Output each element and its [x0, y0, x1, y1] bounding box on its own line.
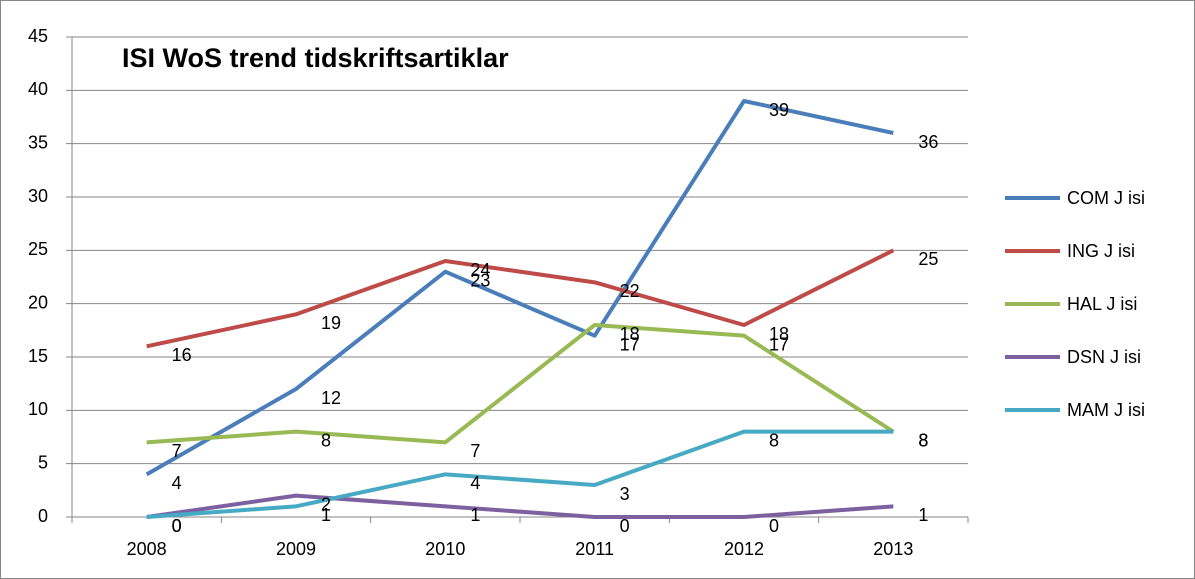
- data-label: 23: [470, 270, 490, 290]
- y-tick-label: 10: [28, 399, 48, 419]
- data-label: 7: [172, 441, 182, 461]
- y-tick-label: 15: [28, 346, 48, 366]
- data-label: 1: [470, 505, 480, 525]
- legend-label: HAL J isi: [1067, 294, 1137, 314]
- y-tick-label: 25: [28, 239, 48, 259]
- data-label: 7: [470, 441, 480, 461]
- y-tick-label: 45: [28, 26, 48, 46]
- x-tick-label: 2011: [575, 539, 614, 559]
- data-label: 4: [470, 473, 480, 493]
- data-label: 1: [918, 505, 928, 525]
- data-label: 3: [620, 484, 630, 504]
- data-label: 22: [620, 281, 640, 301]
- chart-title: ISI WoS trend tidskriftsartiklar: [122, 43, 509, 73]
- legend-label: MAM J isi: [1067, 400, 1145, 420]
- legend-label: COM J isi: [1067, 188, 1145, 208]
- series-line: [146, 323, 895, 445]
- data-label: 0: [769, 516, 779, 536]
- data-label: 0: [172, 516, 182, 536]
- data-label: 19: [321, 313, 341, 333]
- series-line: [146, 429, 894, 519]
- series-line: [146, 493, 894, 519]
- data-label: 12: [321, 388, 341, 408]
- y-tick-label: 35: [28, 132, 48, 152]
- legend-label: ING J isi: [1067, 241, 1135, 261]
- y-tick-label: 20: [28, 292, 48, 312]
- data-label: 18: [769, 324, 789, 344]
- y-tick-label: 40: [28, 79, 48, 99]
- data-label: 25: [918, 249, 938, 269]
- x-tick-label: 2012: [724, 539, 764, 559]
- data-label: 36: [918, 132, 938, 152]
- legend-label: DSN J isi: [1067, 347, 1141, 367]
- data-label: 2: [321, 494, 331, 514]
- data-label: 24: [470, 260, 490, 280]
- y-tick-label: 0: [38, 506, 48, 526]
- series-line: [145, 99, 894, 477]
- data-label: 17: [769, 334, 789, 354]
- data-label: 8: [918, 430, 928, 450]
- x-tick-label: 2010: [425, 539, 465, 559]
- data-label: 17: [620, 334, 640, 354]
- series-line: [146, 248, 895, 349]
- data-label: 8: [321, 430, 331, 450]
- x-tick-label: 2013: [873, 539, 913, 559]
- data-label: 8: [769, 430, 779, 450]
- data-label: 18: [620, 324, 640, 344]
- data-label: 0: [172, 516, 182, 536]
- x-tick-label: 2008: [127, 539, 167, 559]
- y-tick-label: 5: [38, 452, 48, 472]
- x-tick-label: 2009: [276, 539, 316, 559]
- data-label: 8: [918, 430, 928, 450]
- y-tick-label: 30: [28, 186, 48, 206]
- data-label: 1: [321, 505, 331, 525]
- data-label: 0: [620, 516, 630, 536]
- data-label: 16: [172, 345, 192, 365]
- data-label: 39: [769, 100, 789, 120]
- data-label: 4: [172, 473, 182, 493]
